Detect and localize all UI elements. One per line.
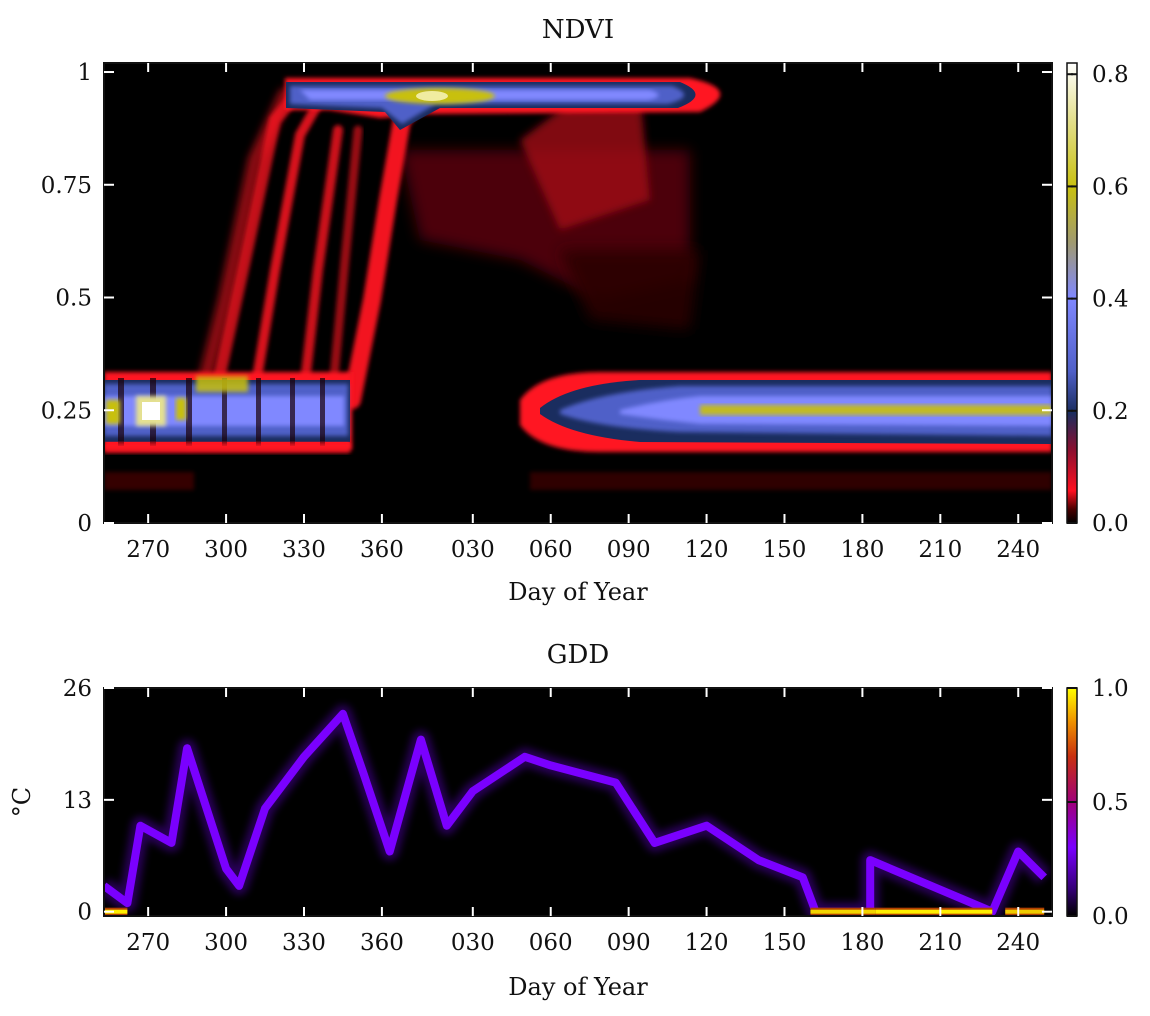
x-tick-label: 060 [529,537,573,563]
gdd-zero-core [810,909,876,914]
x-tick-label: 300 [204,537,248,563]
gdd-zero-core [875,909,993,914]
x-tick-label: 090 [607,537,651,563]
x-tick-label: 030 [451,930,495,956]
gdd-xlabel: Day of Year [508,973,648,1001]
x-tick-label: 210 [918,930,962,956]
ndvi-dormant-hotspot [700,405,1052,415]
x-tick-label: 090 [607,930,651,956]
ndvi-noise-band-right [530,472,1052,490]
gdd-panel: GDD 270 300 330 360 030 060 090 120 150 180 210 240… [8,640,1129,1001]
colorbar-tick-label: 0.2 [1092,399,1129,425]
y-tick-label: 0.5 [55,286,92,312]
y-tick-label: 13 [63,788,92,814]
gdd-zero-core [104,909,128,914]
gdd-title: GDD [547,640,609,670]
ndvi-colorbar-axis: 0.0 0.2 0.4 0.6 0.8 [1067,62,1129,537]
x-tick-label: 270 [126,930,170,956]
gdd-heatmap [104,704,1051,916]
ndvi-xlabel: Day of Year [508,578,648,606]
ndvi-noise-band-left [104,472,194,490]
ndvi-plateau-start-floor [104,443,350,453]
gdd-axes: 270 300 330 360 030 060 090 120 150 180 210 240 0 13 2… [63,676,1052,956]
x-tick-label: 270 [126,537,170,563]
x-tick-label: 300 [204,930,248,956]
colorbar-tick-label: 0.8 [1092,62,1129,88]
x-tick-label: 330 [282,537,326,563]
gdd-colorbar-axis: 0.0 0.5 1.0 [1067,676,1129,930]
ndvi-hotspot-c [176,398,186,420]
x-tick-label: 360 [360,537,404,563]
gdd-frame [103,687,1053,917]
ndvi-panel: NDVI [41,15,1129,606]
colorbar-tick-label: 0.0 [1092,904,1129,930]
ndvi-axes: 270 300 330 360 030 060 090 120 150 180 210 240 0 0.2… [41,60,1052,563]
y-tick-label: 26 [63,676,92,702]
y-tick-label: 0.75 [41,173,92,199]
x-tick-label: 360 [360,930,404,956]
ndvi-hotspot-a [106,400,120,424]
x-tick-label: 120 [685,930,729,956]
gdd-ylabel: °C [8,787,36,817]
x-tick-label: 240 [996,930,1040,956]
x-tick-label: 240 [996,537,1040,563]
ndvi-hotspot-b-core [142,402,160,420]
colorbar-tick-label: 0.4 [1092,287,1129,313]
colorbar-tick-label: 1.0 [1092,676,1129,702]
ndvi-ramp-5 [325,125,363,425]
x-tick-label: 150 [763,930,807,956]
x-tick-label: 180 [840,930,884,956]
colorbar-tick-label: 0.5 [1092,790,1129,816]
ndvi-title: NDVI [542,15,614,45]
ndvi-haze-drop [520,90,650,230]
ndvi-colorbar [1066,62,1078,524]
x-tick-label: 060 [529,930,573,956]
x-tick-label: 120 [685,537,729,563]
x-tick-label: 030 [451,537,495,563]
gdd-zero-segments [104,907,1045,916]
x-tick-label: 180 [840,537,884,563]
colorbar-tick-label: 0.6 [1092,174,1129,200]
y-tick-label: 1 [77,60,92,86]
ndvi-heatmap [104,78,1052,490]
ndvi-peak-hotspot-core [416,91,448,101]
ndvi-hotspot-d [196,376,248,392]
colorbar-tick-label: 0.0 [1092,511,1129,537]
ndvi-frame [103,62,1053,524]
ndvi-haze-lower [560,250,700,330]
y-tick-label: 0 [77,900,92,926]
y-tick-label: 0 [77,511,92,537]
gdd-zero-core [1005,909,1045,914]
x-tick-label: 210 [918,537,962,563]
x-tick-label: 150 [763,537,807,563]
ndvi-ramp-3 [245,95,325,425]
y-tick-label: 0.25 [41,398,92,424]
x-tick-label: 330 [282,930,326,956]
